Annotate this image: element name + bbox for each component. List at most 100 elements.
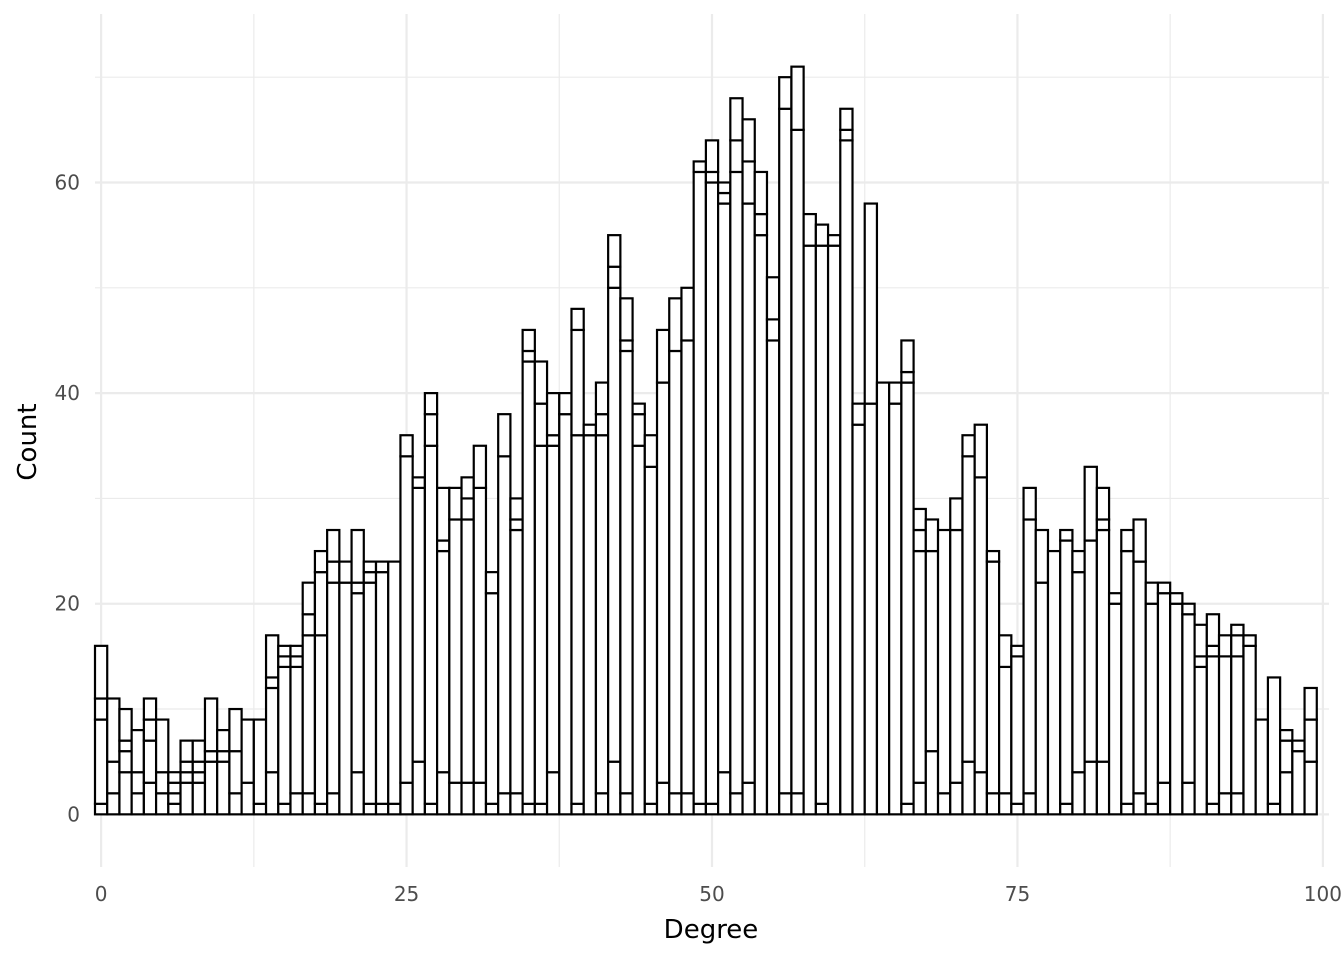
histogram-bar-segment (631, 413, 646, 447)
histogram-bar-segment (1132, 560, 1147, 795)
histogram-bar-segment (619, 349, 634, 795)
histogram-bar-segment (497, 792, 512, 816)
histogram-bar-segment (423, 444, 439, 805)
histogram-bar-segment (668, 349, 683, 795)
histogram-bar-segment (1181, 602, 1196, 616)
histogram-bar-segment (484, 802, 500, 816)
histogram-bar-segment (460, 781, 475, 816)
x-tick-label: 0 (95, 882, 108, 906)
histogram-bar-segment (1205, 644, 1221, 658)
histogram-bar-segment (985, 549, 1001, 563)
histogram-bar-segment (680, 792, 695, 816)
histogram-bar-segment (863, 402, 879, 816)
histogram-bar-segment (1144, 602, 1160, 805)
y-tick-label: 60 (55, 170, 80, 194)
histogram-bar-segment (1095, 760, 1111, 816)
histogram-bar-segment (998, 792, 1013, 816)
histogram-bar-segment (814, 223, 830, 247)
histogram-bar-segment (1071, 771, 1086, 816)
histogram-bar-segment (1230, 792, 1245, 816)
histogram-bar-segment (1242, 634, 1257, 647)
histogram-bar-segment (851, 402, 866, 426)
histogram-bar-segment (448, 781, 463, 816)
histogram-bar-segment (936, 528, 952, 795)
histogram-bar-segment (326, 560, 341, 584)
histogram-bar-segment (1022, 792, 1037, 816)
histogram-bar-segment (729, 792, 744, 816)
histogram-bar-segment (1217, 655, 1233, 795)
histogram-bar-segment (289, 792, 304, 816)
histogram-bar-segment (949, 497, 964, 532)
y-axis-title: Count (13, 403, 43, 480)
histogram-bar-segment (118, 750, 133, 774)
histogram-bar-segment (1034, 528, 1050, 584)
histogram-bar-segment (1254, 718, 1270, 816)
histogram-bar-segment (985, 560, 1001, 795)
histogram-bar-segment (814, 244, 830, 805)
histogram-bar-segment (729, 97, 744, 142)
histogram-bar-segment (1059, 528, 1074, 542)
histogram-bar-segment (362, 802, 378, 816)
histogram-bar-segment (313, 549, 329, 574)
histogram-bar-segment (509, 528, 524, 795)
histogram-bar-segment (741, 118, 756, 163)
histogram-bar-segment (888, 381, 903, 405)
histogram-bar-segment (301, 792, 317, 816)
axis-tick-labels: 0 25 50 75 100 0 20 40 60 (55, 170, 1342, 906)
histogram-bar-segment (558, 392, 573, 416)
x-tick-label: 50 (699, 882, 724, 906)
histogram-bar-segment (313, 634, 329, 805)
histogram-bar-segment (717, 202, 732, 774)
histogram-bar-segment (521, 328, 536, 353)
histogram-bar-segment (619, 297, 634, 342)
histogram-bar-segment (326, 581, 341, 795)
histogram-bar-segment (1205, 802, 1221, 816)
histogram-bar-segment (497, 455, 512, 795)
histogram-bar-segment (399, 455, 414, 784)
histogram-bar-segment (167, 771, 182, 784)
histogram-bar-segment (435, 486, 451, 542)
histogram-bar-segment (570, 328, 585, 437)
histogram-bar-segment (765, 276, 781, 321)
histogram-bar-segment (509, 792, 524, 816)
histogram-bar-segment (1010, 655, 1025, 805)
histogram-bar-segment (167, 781, 182, 795)
histogram-bar-segment (619, 792, 634, 816)
histogram-bar-segment (277, 644, 292, 658)
histogram-bar-segment (350, 581, 365, 595)
histogram-bar-segment (1279, 739, 1294, 774)
histogram-bar-segment (191, 781, 207, 816)
histogram-bar-segment (704, 802, 720, 816)
histogram-bar-segment (264, 634, 280, 679)
y-tick-label: 40 (55, 381, 80, 405)
histogram-bar-segment (264, 676, 280, 690)
histogram-bar-segment (680, 339, 695, 795)
histogram-bar-segment (1095, 518, 1111, 532)
histogram-bar-segment (607, 234, 622, 268)
histogram-bar-segment (1169, 602, 1184, 816)
x-tick-label: 25 (394, 882, 419, 906)
histogram-bar-segment (179, 771, 194, 784)
histogram-bar-segment (924, 549, 940, 753)
histogram-bar-segment (814, 802, 830, 816)
histogram-bar-segment (900, 339, 915, 374)
histogram-bar-segment (1083, 760, 1098, 816)
histogram-bar-segment (472, 444, 488, 489)
histogram-bar-segment (154, 771, 170, 795)
histogram-bar-segment (338, 560, 353, 584)
histogram-bar-segment (1156, 592, 1172, 784)
histogram-bar-segment (655, 781, 671, 816)
histogram-bar-segment (277, 802, 292, 816)
histogram-bar-segment (264, 771, 280, 816)
histogram-bar-segment (924, 750, 940, 816)
histogram-bar-segment (167, 802, 182, 816)
histogram-bar-segment (350, 771, 365, 816)
histogram-bar-segment (607, 286, 622, 763)
histogram-bar-segment (594, 434, 610, 795)
histogram-bar-segment (924, 518, 940, 553)
histogram-bar-segment (497, 413, 512, 458)
histogram-bar-segment (93, 697, 109, 721)
histogram-bar-segment (142, 697, 158, 721)
histogram-bar-segment (949, 781, 964, 816)
